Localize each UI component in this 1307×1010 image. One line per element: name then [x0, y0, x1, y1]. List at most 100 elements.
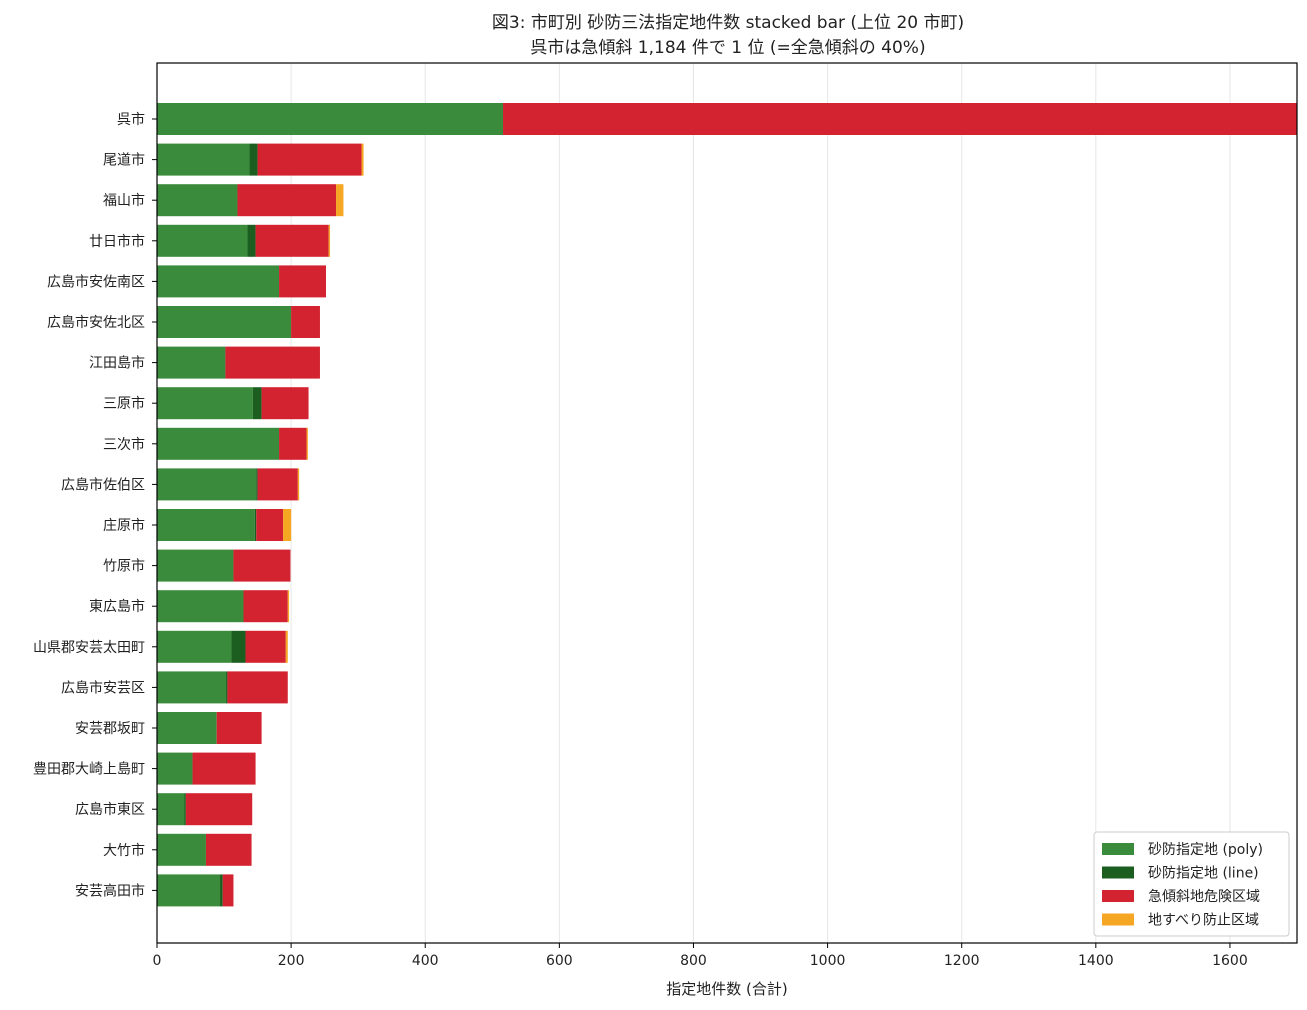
y-tick-label: 三原市 [103, 395, 145, 412]
bars [157, 103, 1297, 907]
bar-segment [157, 468, 257, 501]
x-tick-label: 0 [153, 953, 162, 969]
y-tick-label: 豊田郡大崎上島町 [33, 762, 145, 778]
y-tick-label: 山県郡安芸太田町 [33, 640, 145, 656]
x-tick-label: 600 [546, 953, 573, 969]
y-tick-label: 広島市安佐北区 [47, 314, 145, 331]
y-tick-label: 三次市 [103, 436, 145, 453]
bar-segment [254, 509, 257, 541]
bar-segment [261, 387, 309, 420]
y-tick-label: 呉市 [117, 111, 145, 128]
bar-segment [256, 509, 284, 541]
bar-segment [306, 427, 308, 460]
bar-segment [257, 468, 298, 501]
bar-segment [237, 184, 337, 217]
bar-segment [222, 874, 234, 907]
bar-segment [157, 712, 217, 744]
bar-segment [205, 833, 252, 866]
x-tick-label: 1600 [1212, 953, 1248, 969]
bar-segment [157, 306, 292, 338]
legend-label: 砂防指定地 (poly) [1148, 842, 1263, 858]
bar-segment [291, 306, 320, 338]
x-tick-label: 200 [278, 953, 305, 969]
bar-segment [157, 184, 238, 217]
bar-segment [247, 224, 256, 257]
bar-segment [279, 427, 307, 460]
bar-segment [157, 752, 193, 785]
bar-segment [157, 387, 253, 420]
x-tick-label: 1000 [810, 953, 846, 969]
y-tick-label: 安芸郡坂町 [75, 721, 145, 737]
x-tick-label: 1200 [944, 953, 980, 969]
legend-box [1093, 831, 1290, 937]
legend-label: 地すべり防止区域 [1148, 913, 1259, 929]
x-tick-label: 800 [680, 953, 707, 969]
bar-segment [255, 224, 329, 257]
bar-segment [157, 346, 226, 379]
bar-segment [336, 184, 344, 217]
bar-segment [192, 752, 256, 785]
y-tick-label: 大竹市 [103, 842, 145, 859]
bar-segment [216, 712, 262, 744]
bar-segment [233, 549, 291, 582]
x-tick-label: 400 [412, 953, 439, 969]
bar-segment [157, 874, 221, 907]
y-tick-label: 廿日市市 [89, 233, 145, 250]
x-tick-label: 1400 [1078, 953, 1114, 969]
bar-segment [157, 103, 504, 135]
x-axis-label: 指定地件数 (合計) [666, 980, 787, 998]
bar-segment [227, 671, 288, 704]
y-tick-label: 庄原市 [103, 517, 145, 534]
y-tick-label: 広島市安芸区 [61, 679, 145, 696]
bar-segment [285, 630, 288, 663]
y-tick-label: 広島市東区 [75, 801, 145, 818]
y-axis: 呉市尾道市福山市廿日市市広島市安佐南区広島市安佐北区江田島市三原市三次市広島市佐… [33, 111, 157, 899]
y-tick-label: 東広島市 [89, 598, 145, 615]
bar-segment [184, 793, 186, 826]
bar-segment [257, 143, 362, 176]
bar-segment [245, 630, 286, 663]
bar-segment [157, 793, 185, 826]
bar-segment [279, 265, 326, 298]
bar-segment [157, 265, 280, 298]
bar-segment [157, 549, 234, 582]
bar-segment [157, 143, 250, 176]
bar-segment [249, 143, 258, 176]
y-tick-label: 江田島市 [89, 355, 145, 372]
bar-segment [297, 468, 300, 501]
y-tick-label: 竹原市 [103, 558, 145, 575]
legend-swatch [1102, 890, 1134, 902]
legend-swatch [1102, 913, 1134, 926]
y-tick-label: 広島市安佐南区 [47, 273, 145, 290]
bar-segment [256, 468, 258, 501]
bar-segment [157, 224, 248, 257]
bar-segment [287, 590, 290, 623]
bar-segment [157, 630, 232, 663]
bar-segment [503, 103, 1297, 135]
bar-segment [157, 590, 244, 623]
y-tick-label: 広島市佐伯区 [61, 476, 145, 493]
chart-title: 図3: 市町別 砂防三法指定地件数 stacked bar (上位 20 市町) [492, 13, 964, 33]
y-tick-label: 福山市 [103, 192, 145, 209]
bar-segment [252, 387, 262, 420]
y-tick-label: 安芸高田市 [75, 882, 145, 899]
y-tick-label: 尾道市 [103, 152, 145, 169]
legend-swatch [1102, 843, 1134, 855]
bar-segment [225, 346, 320, 379]
bar-segment [185, 793, 253, 826]
legend-swatch [1102, 866, 1134, 879]
bar-segment [283, 509, 292, 541]
bar-segment [243, 590, 288, 623]
bar-segment [220, 874, 223, 907]
bar-segment [226, 671, 228, 704]
bar-segment [157, 427, 280, 460]
bar-segment [328, 224, 331, 257]
bar-segment [361, 143, 364, 176]
x-axis: 0 200 400 600 800 1000 1200 1400 1600 [153, 943, 1248, 969]
grid-lines [290, 63, 1231, 943]
legend-label: 砂防指定地 (line) [1148, 866, 1259, 882]
legend-label: 急傾斜地危険区域 [1148, 889, 1260, 905]
bar-segment [157, 833, 206, 866]
